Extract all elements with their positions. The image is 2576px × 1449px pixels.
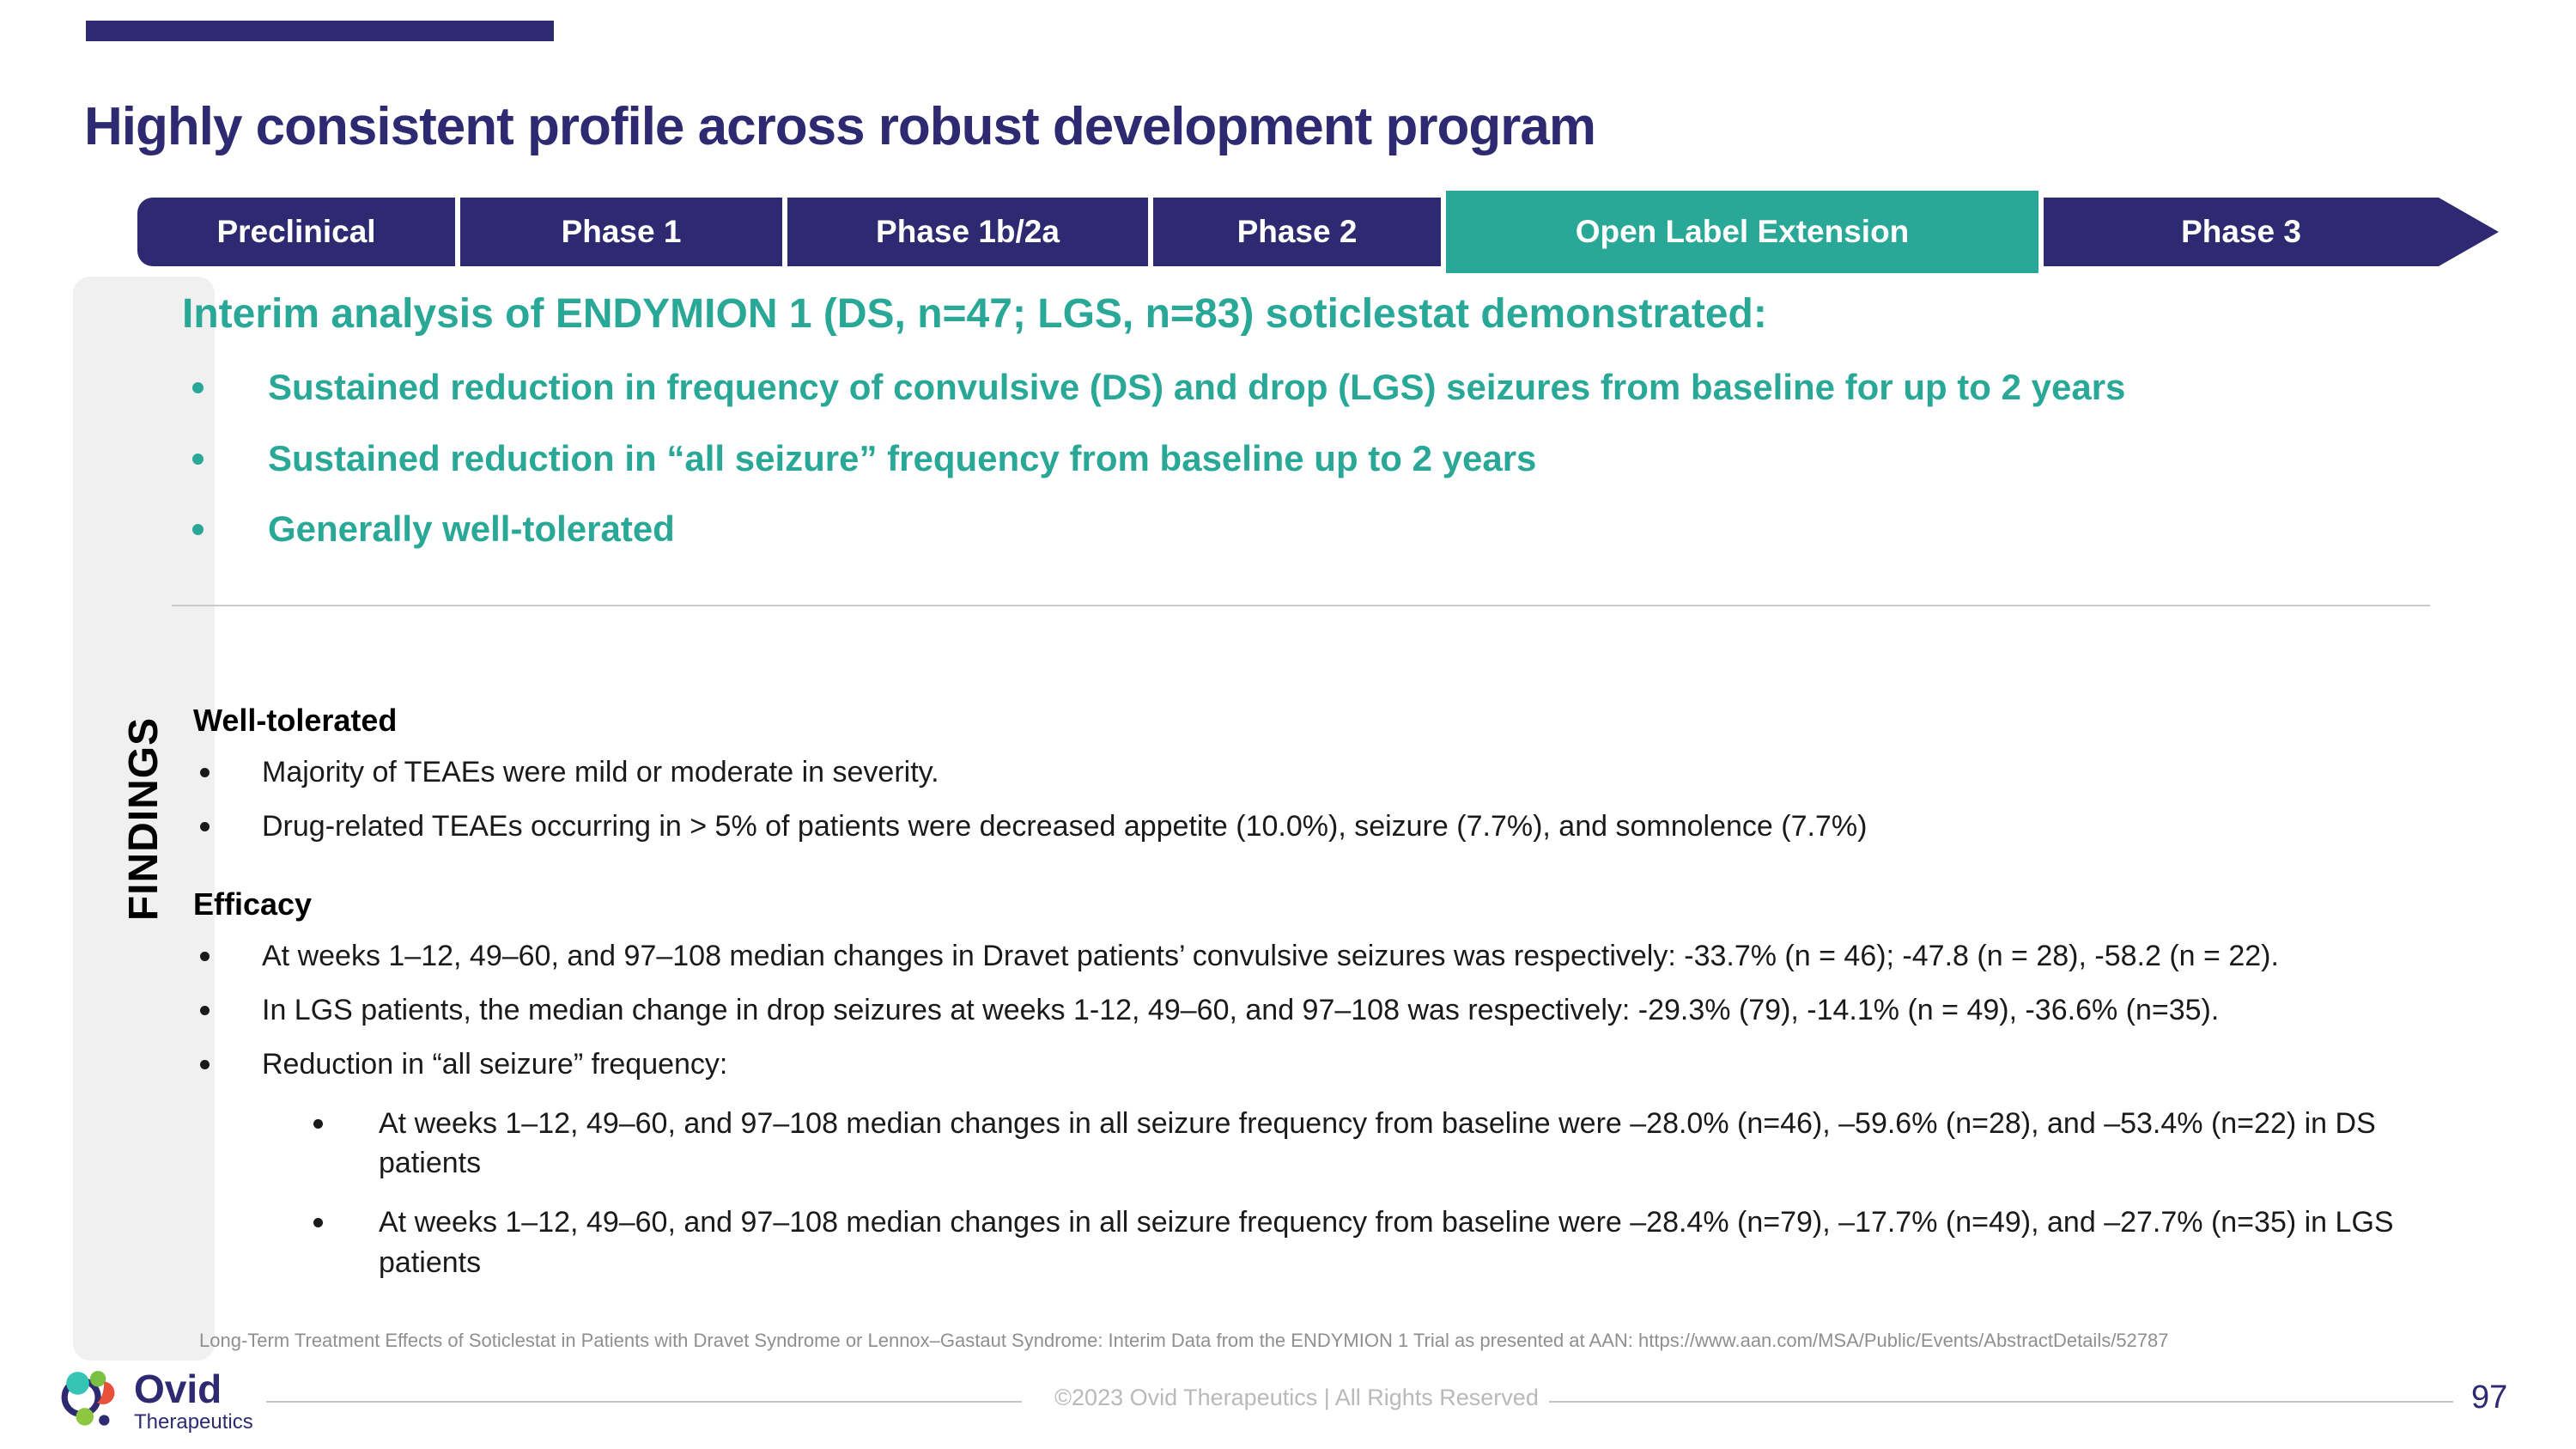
summary-bullet-text: Generally well-tolerated [268, 508, 675, 550]
ovid-logo: Ovid Therapeutics [58, 1367, 253, 1438]
copyright-text: ©2023 Ovid Therapeutics | All Rights Res… [1054, 1385, 1539, 1410]
findings-sidebar-label: FINDINGS [121, 716, 167, 921]
footer-divider-right [1549, 1401, 2453, 1403]
bullet-dot-icon [200, 821, 210, 831]
findings-body: Well-tolerated Majority of TEAEs were mi… [193, 703, 2426, 1283]
summary-bullet: Generally well-tolerated [182, 505, 2380, 554]
phase-segment-open-label-extension-active: Open Label Extension [1446, 191, 2038, 273]
phase-segment-phase-2: Phase 2 [1153, 198, 1441, 266]
footnote-citation: Long-Term Treatment Effects of Soticlest… [199, 1330, 2169, 1351]
summary-bullet-text: Sustained reduction in “all seizure” fre… [268, 437, 1537, 478]
efficacy-bullet: In LGS patients, the median change in dr… [193, 990, 2426, 1031]
efficacy-bullet: Reduction in “all seizure” frequency: [193, 1044, 2426, 1085]
bullet-dot-icon [192, 524, 204, 536]
page-title: Highly consistent profile across robust … [84, 96, 1596, 156]
bullet-dot-icon [192, 382, 204, 393]
bullet-dot-icon [313, 1118, 323, 1129]
page-number: 97 [2471, 1379, 2508, 1416]
logo-subtitle: Therapeutics [134, 1410, 253, 1434]
phase-segment-phase-1b-2a: Phase 1b/2a [787, 198, 1148, 266]
summary-bullet: Sustained reduction in frequency of conv… [182, 363, 2380, 412]
well-tolerated-bullet-text: Majority of TEAEs were mild or moderate … [262, 756, 939, 788]
findings-sidebar: FINDINGS [73, 277, 215, 1361]
section-divider-line [172, 605, 2430, 606]
well-tolerated-bullet-text: Drug-related TEAEs occurring in > 5% of … [262, 809, 1868, 843]
well-tolerated-bullet: Majority of TEAEs were mild or moderate … [193, 752, 2426, 793]
summary-bullet-text: Sustained reduction in frequency of conv… [268, 367, 2126, 407]
well-tolerated-heading: Well-tolerated [193, 703, 398, 738]
phase-segment-phase-1: Phase 1 [460, 198, 782, 266]
phase-bar: Preclinical Phase 1 Phase 1b/2a Phase 2 … [137, 191, 2499, 273]
footer-divider-left [266, 1401, 1022, 1403]
summary-bullet: Sustained reduction in “all seizure” fre… [182, 435, 2380, 484]
efficacy-sub-bullet-text: At weeks 1–12, 49–60, and 97–108 median … [379, 1106, 2376, 1180]
bullet-dot-icon [200, 768, 210, 777]
efficacy-bullet-text: Reduction in “all seizure” frequency: [262, 1047, 728, 1081]
efficacy-bullet-text: In LGS patients, the median change in dr… [262, 993, 2220, 1026]
efficacy-bullet: At weeks 1–12, 49–60, and 97–108 median … [193, 936, 2426, 977]
well-tolerated-bullet: Drug-related TEAEs occurring in > 5% of … [193, 807, 2426, 847]
phase-segment-preclinical: Preclinical [137, 198, 455, 266]
efficacy-sub-bullet: At weeks 1–12, 49–60, and 97–108 median … [303, 1104, 2426, 1184]
efficacy-sub-bullet-text: At weeks 1–12, 49–60, and 97–108 median … [379, 1206, 2394, 1280]
bullet-dot-icon [200, 951, 210, 961]
efficacy-heading: Efficacy [193, 886, 313, 922]
efficacy-bullet-text: At weeks 1–12, 49–60, and 97–108 median … [262, 939, 2279, 972]
brain-icon [61, 1371, 115, 1426]
phase-segment-phase-3-arrow: Phase 3 [2044, 198, 2499, 266]
summary-heading: Interim analysis of ENDYMION 1 (DS, n=47… [182, 291, 1767, 337]
bullet-dot-icon [313, 1218, 323, 1228]
title-accent-bar [86, 21, 554, 41]
logo-name: Ovid [134, 1367, 222, 1411]
bullet-dot-icon [192, 453, 204, 465]
bullet-dot-icon [200, 1059, 210, 1069]
summary-block: Interim analysis of ENDYMION 1 (DS, n=47… [182, 290, 2380, 554]
bullet-dot-icon [200, 1005, 210, 1015]
efficacy-sub-bullet: At weeks 1–12, 49–60, and 97–108 median … [303, 1202, 2426, 1283]
